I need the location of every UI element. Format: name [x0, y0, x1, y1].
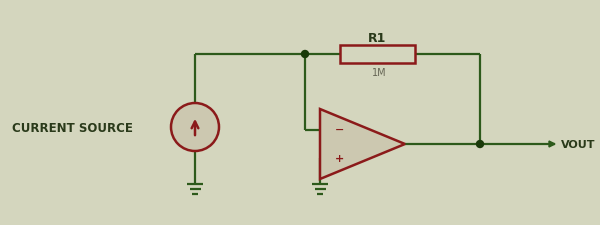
Text: VOUT: VOUT	[561, 139, 595, 149]
Text: 1M: 1M	[372, 68, 387, 78]
Bar	[340, 46, 415, 64]
Polygon shape	[549, 141, 555, 147]
Text: CURRENT SOURCE: CURRENT SOURCE	[12, 121, 133, 134]
Text: −: −	[335, 124, 344, 134]
Text: R1: R1	[368, 32, 386, 45]
Polygon shape	[320, 110, 405, 179]
Circle shape	[476, 141, 484, 148]
Circle shape	[171, 104, 219, 151]
Text: +: +	[335, 153, 344, 163]
Circle shape	[302, 51, 308, 58]
